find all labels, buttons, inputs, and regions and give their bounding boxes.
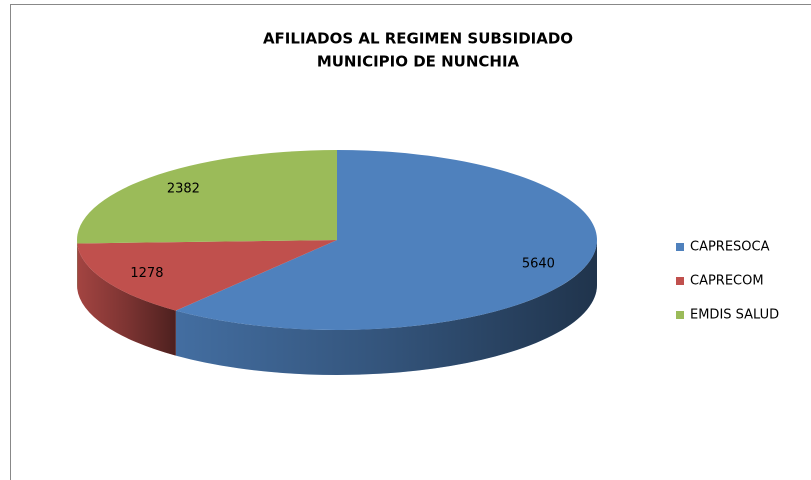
slice-side-shade	[77, 243, 176, 356]
slice	[77, 240, 338, 311]
data-label: 5640	[522, 257, 555, 272]
chart-title: AFILIADOS AL REGIMEN SUBSIDIADO	[263, 30, 573, 48]
slice	[175, 150, 598, 330]
legend-label: CAPRESOCA	[690, 240, 770, 255]
slice	[76, 150, 337, 244]
data-label: 1278	[130, 266, 163, 281]
legend-swatch	[676, 277, 684, 285]
chart-frame	[10, 4, 811, 480]
legend-label: EMDIS SALUD	[690, 308, 779, 323]
chart-title: MUNICIPIO DE NUNCHIA	[317, 53, 520, 71]
data-label: 2382	[167, 181, 200, 196]
slice-side-shade	[175, 240, 598, 375]
legend-swatch	[676, 311, 684, 319]
legend-swatch	[676, 243, 684, 251]
legend-label: CAPRECOM	[690, 274, 764, 289]
